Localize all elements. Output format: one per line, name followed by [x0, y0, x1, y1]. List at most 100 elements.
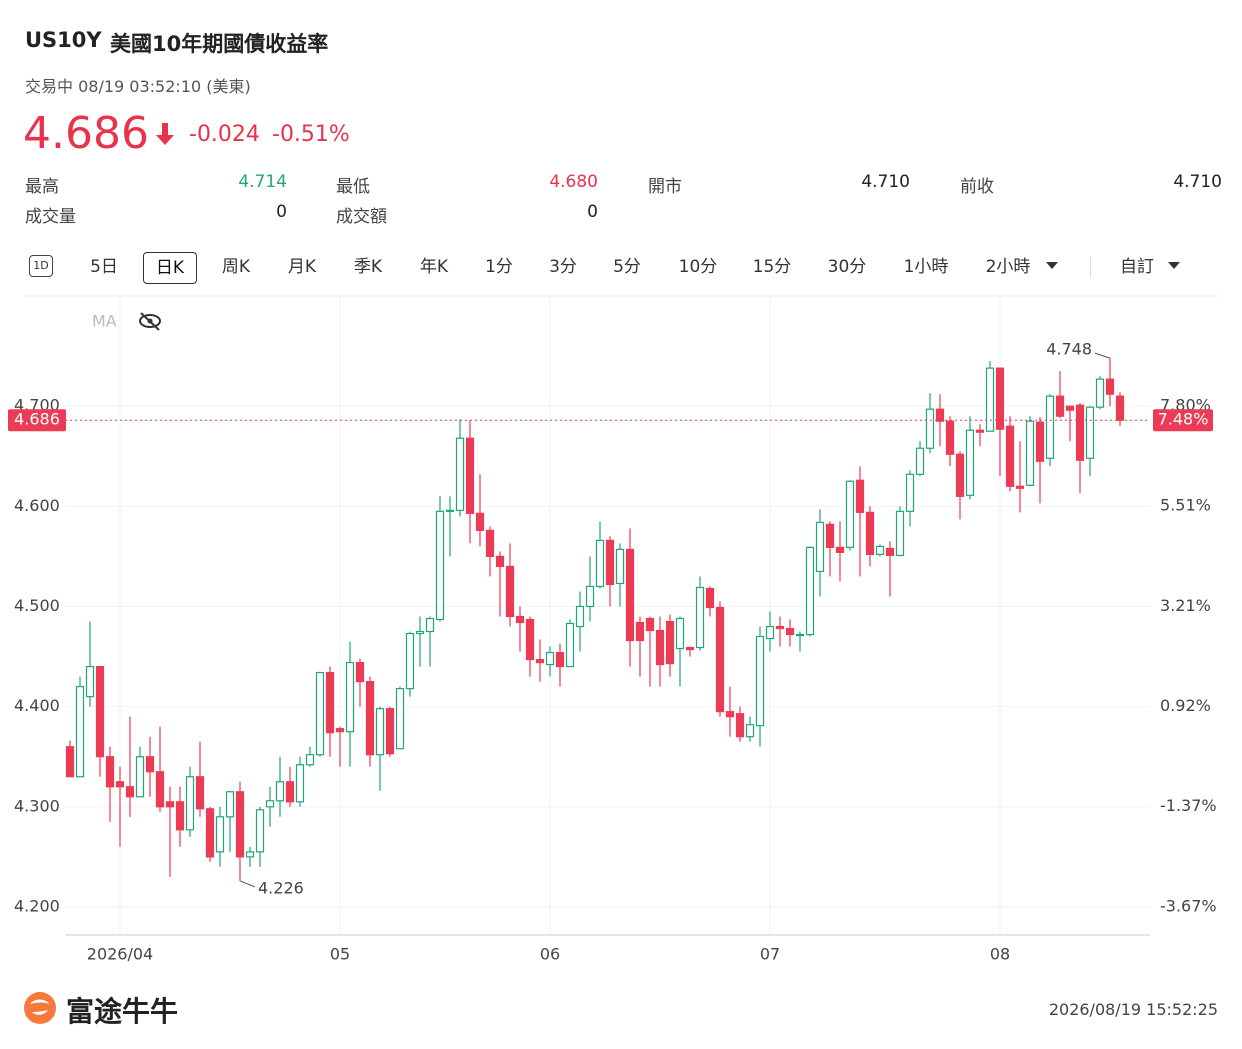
candle-body	[535, 658, 545, 664]
indicator-label: MA	[92, 312, 117, 331]
candle-body	[225, 791, 235, 818]
tab[interactable]: 周K	[221, 257, 251, 277]
candle-body	[445, 509, 455, 512]
status: 交易中 08/19 03:52:10 (美東)	[25, 77, 251, 96]
candle-body	[215, 816, 225, 853]
tab[interactable]: 15分	[752, 257, 792, 277]
candle-body	[665, 620, 675, 665]
candle-body	[95, 665, 105, 758]
y2-tick-label: 5.51%	[1160, 496, 1211, 515]
tab[interactable]: 年K	[419, 257, 449, 277]
stat-label: 成交額	[336, 207, 387, 227]
last-price-label: 4.686	[14, 410, 60, 429]
price: 4.686	[23, 108, 149, 159]
candle-body	[1015, 485, 1025, 489]
candle-body	[365, 681, 375, 756]
symbol: US10Y	[25, 28, 102, 52]
candle-body	[435, 510, 445, 621]
candle-body	[595, 539, 605, 588]
tab[interactable]: 季K	[353, 257, 383, 277]
candle-body	[425, 617, 435, 633]
candle-body	[765, 625, 775, 640]
candle-body	[75, 686, 85, 778]
stat-label: 前收	[960, 177, 994, 197]
candle-body	[1065, 405, 1075, 411]
dropdown-arrow[interactable]	[1045, 260, 1059, 270]
last-price-tag	[8, 409, 66, 432]
candle-body	[635, 621, 645, 642]
y-tick-label: 4.200	[14, 896, 60, 915]
candle-body	[455, 437, 465, 511]
tab[interactable]: 月K	[287, 257, 317, 277]
candle-body	[515, 615, 525, 624]
candle-body	[1095, 378, 1105, 408]
candle-body	[155, 771, 165, 808]
candle-body	[815, 521, 825, 573]
candle-body	[105, 756, 115, 788]
annotation: 4.226	[258, 878, 304, 897]
stat-label: 成交量	[25, 207, 76, 227]
brand-logo	[24, 992, 56, 1024]
candle-body	[1045, 395, 1055, 459]
candle-body	[955, 453, 965, 497]
candle-body	[545, 651, 555, 666]
tab[interactable]: 10分	[678, 257, 718, 277]
candle-body	[715, 606, 725, 713]
x-tick-label: 08	[990, 945, 1010, 964]
stat-value: 0	[276, 202, 287, 222]
candle-body	[745, 724, 755, 738]
candle-body	[415, 630, 425, 635]
candle-body	[65, 746, 75, 778]
candle-body	[585, 585, 595, 608]
tab[interactable]: 2小時	[985, 257, 1031, 277]
candle-body	[195, 776, 205, 810]
y-tick-label: 4.300	[14, 796, 60, 815]
candle-body	[1035, 421, 1045, 462]
tab-selected[interactable]: 日K	[143, 252, 197, 284]
stat-value: 0	[587, 202, 598, 222]
candle-body	[125, 786, 135, 798]
visibility-icon[interactable]	[139, 312, 161, 331]
stat-label: 最低	[336, 177, 370, 197]
candle-body	[325, 671, 335, 734]
candle-body	[935, 408, 945, 422]
tab[interactable]: 1小時	[903, 257, 949, 277]
candle-body	[1085, 406, 1095, 459]
tab[interactable]: 自訂	[1120, 257, 1154, 277]
candle-body	[1055, 395, 1065, 417]
candle-body	[165, 801, 175, 808]
tab[interactable]: 1D	[29, 255, 53, 277]
candle-body	[855, 479, 865, 513]
candle-body	[175, 801, 185, 831]
candle-body	[945, 420, 955, 455]
annotation-leader	[1094, 352, 1111, 359]
candle-body	[185, 776, 195, 831]
candle-body	[355, 661, 365, 683]
dropdown-arrow[interactable]	[1167, 260, 1181, 270]
candle-body	[805, 546, 815, 636]
x-tick-label: 05	[330, 945, 350, 964]
stat-value: 4.680	[549, 172, 598, 192]
y2-tick-label: -1.37%	[1160, 796, 1217, 815]
candle-body	[485, 529, 495, 558]
candle-body	[295, 764, 305, 803]
tab[interactable]: 5日	[90, 257, 118, 277]
candle-body	[645, 617, 655, 632]
candle-body	[525, 618, 535, 661]
candle-body	[1105, 378, 1115, 395]
candle-body	[895, 510, 905, 557]
candle-body	[1115, 395, 1125, 421]
stat-label: 最高	[25, 177, 59, 197]
stat-value: 4.714	[238, 172, 287, 192]
tab[interactable]: 5分	[613, 257, 641, 277]
y-tick-label: 4.400	[14, 696, 60, 715]
annotation-leader	[239, 880, 256, 888]
tab[interactable]: 3分	[549, 257, 577, 277]
tab[interactable]: 30分	[827, 257, 867, 277]
x-tick-label: 06	[540, 945, 560, 964]
down-arrow	[156, 123, 174, 145]
candle-body	[915, 447, 925, 475]
tab[interactable]: 1分	[485, 257, 513, 277]
candle-body	[475, 512, 485, 531]
candle-body	[265, 800, 275, 808]
